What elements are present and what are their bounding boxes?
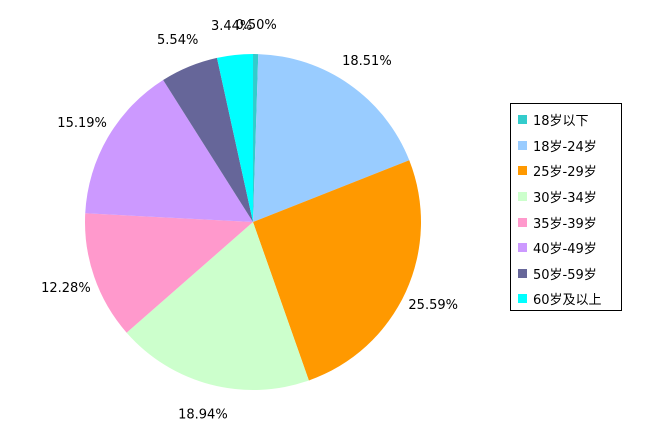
pie-data-label: 12.28%	[41, 281, 91, 296]
pie-slice	[253, 54, 410, 222]
legend-item: 30岁-34岁	[511, 184, 621, 210]
legend-label: 18岁-24岁	[533, 139, 597, 155]
legend-item: 50岁-59岁	[511, 261, 621, 287]
legend-item: 25岁-29岁	[511, 158, 621, 184]
legend-swatch	[518, 217, 527, 227]
legend-label: 30岁-34岁	[533, 191, 597, 207]
pie-data-label: 25.59%	[408, 298, 458, 313]
pie-data-label: 18.51%	[342, 54, 392, 69]
pie-slice	[216, 54, 253, 222]
legend-item: 60岁及以上	[511, 286, 621, 312]
legend-swatch	[518, 294, 527, 304]
legend-label: 50岁-59岁	[533, 267, 597, 283]
pie-slice	[126, 222, 309, 391]
chart-legend: 18岁以下 18岁-24岁 25岁-29岁 30岁-34岁 35岁-39岁 40…	[510, 103, 622, 311]
pie-slice	[85, 80, 253, 222]
pie-slice	[163, 57, 253, 222]
legend-label: 35岁-39岁	[533, 216, 597, 232]
legend-item: 18岁-24岁	[511, 133, 621, 159]
legend-swatch	[518, 268, 527, 278]
legend-swatch	[518, 115, 527, 125]
legend-swatch	[518, 192, 527, 202]
legend-label: 60岁及以上	[533, 293, 602, 309]
legend-item: 18岁以下	[511, 107, 621, 133]
pie-labels: 0.50% 18.51% 25.59% 18.94% 12.28% 15.19% 5.54%…	[41, 18, 458, 423]
pie-slice	[85, 213, 254, 333]
pie-data-label: 3.44%	[211, 19, 252, 34]
legend-label: 25岁-29岁	[533, 165, 597, 181]
legend-item: 35岁-39岁	[511, 209, 621, 235]
legend-swatch	[518, 140, 527, 150]
pie-slices	[85, 53, 422, 391]
pie-data-label: 0.50%	[235, 18, 276, 33]
pie-slice	[253, 160, 422, 381]
legend-label: 40岁-49岁	[533, 242, 597, 258]
legend-item: 40岁-49岁	[511, 235, 621, 261]
pie-data-label: 18.94%	[178, 408, 228, 423]
pie-slice	[253, 53, 259, 223]
legend-swatch	[518, 166, 527, 176]
legend-swatch	[518, 243, 527, 253]
pie-data-label: 15.19%	[57, 116, 107, 131]
pie-data-label: 5.54%	[157, 33, 198, 48]
legend-label: 18岁以下	[533, 114, 589, 130]
